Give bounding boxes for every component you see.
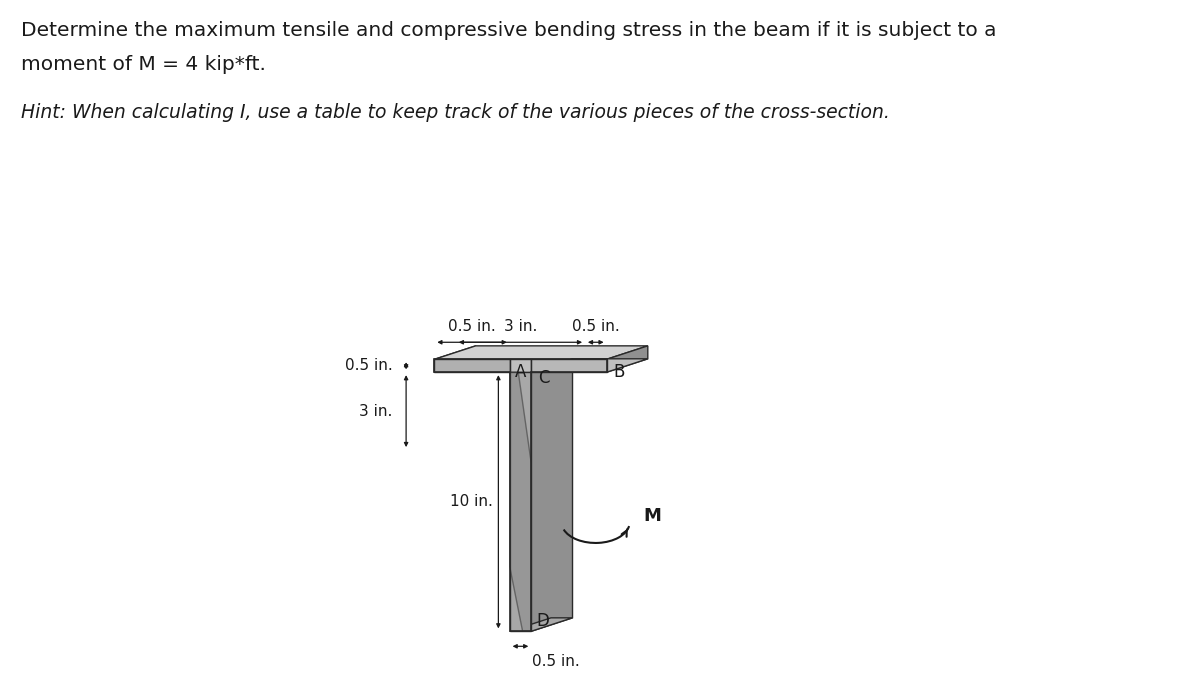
Text: 10 in.: 10 in. [450,494,493,509]
Polygon shape [510,373,532,631]
Text: M: M [643,507,661,525]
Polygon shape [434,346,648,359]
Polygon shape [532,359,648,373]
Polygon shape [434,346,475,373]
Text: moment of M = 4 kip*ft.: moment of M = 4 kip*ft. [22,55,266,75]
Text: D: D [536,612,550,630]
Text: 0.5 in.: 0.5 in. [572,319,619,334]
Text: 3 in.: 3 in. [359,404,392,419]
Text: C: C [538,369,550,387]
Text: A: A [515,363,527,381]
Text: B: B [613,363,625,381]
Polygon shape [434,359,510,373]
Polygon shape [606,346,648,373]
Polygon shape [510,618,572,631]
Text: Hint: When calculating I, use a table to keep track of the various pieces of the: Hint: When calculating I, use a table to… [22,103,890,122]
Polygon shape [532,359,572,631]
Polygon shape [510,359,532,373]
Polygon shape [510,373,532,631]
Text: 0.5 in.: 0.5 in. [344,358,392,373]
Text: Determine the maximum tensile and compressive bending stress in the beam if it i: Determine the maximum tensile and compre… [22,21,997,40]
Text: 0.5 in.: 0.5 in. [532,655,580,669]
Polygon shape [532,359,606,373]
Text: 0.5 in.: 0.5 in. [448,319,496,334]
Text: 3 in.: 3 in. [504,319,538,334]
